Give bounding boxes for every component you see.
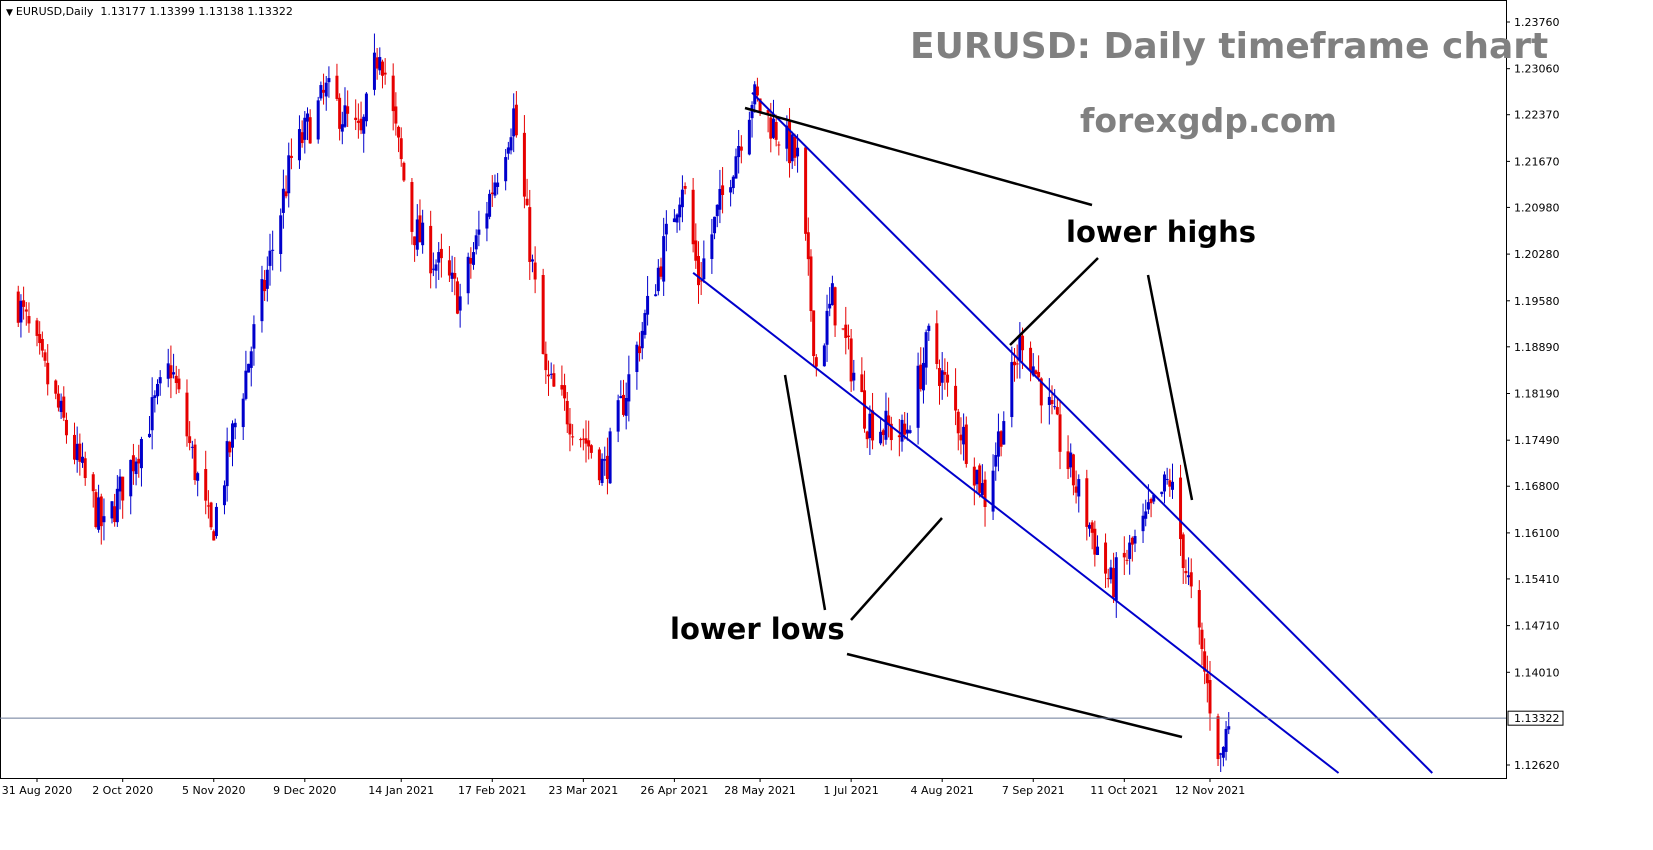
lower-highs-label: lower highs — [1066, 215, 1256, 249]
pointer-line — [1146, 274, 1194, 501]
y-tick-label: 1.20280 — [1514, 248, 1560, 261]
x-tick-label: 11 Oct 2021 — [1090, 784, 1158, 797]
x-tick-label: 7 Sep 2021 — [1002, 784, 1065, 797]
pointer-line — [1009, 257, 1099, 346]
x-tick-label: 12 Nov 2021 — [1175, 784, 1245, 797]
y-tick-label: 1.14710 — [1514, 620, 1560, 633]
y-tick-label: 1.17490 — [1514, 434, 1560, 447]
y-tick-label: 1.20980 — [1514, 201, 1560, 214]
y-tick-label: 1.15410 — [1514, 573, 1560, 586]
x-tick-label: 31 Aug 2020 — [2, 784, 72, 797]
x-tick-label: 9 Dec 2020 — [273, 784, 336, 797]
lower-lows-label: lower lows — [670, 612, 845, 646]
y-tick-label: 1.22370 — [1514, 109, 1560, 122]
y-tick-label: 1.23060 — [1514, 63, 1560, 76]
y-tick-label: 1.12620 — [1514, 759, 1560, 772]
x-tick-label: 5 Nov 2020 — [182, 784, 245, 797]
x-tick-label: 4 Aug 2021 — [910, 784, 973, 797]
y-axis: 1.23760 1.23060 1.22370 1.21670 1.20980 1.202… — [1506, 16, 1560, 772]
ohlc-values: 1.13177 1.13399 1.13138 1.13322 — [100, 5, 293, 18]
y-tick-label: 1.16100 — [1514, 527, 1560, 540]
symbol-label: EURUSD,Daily — [15, 5, 94, 18]
site-watermark: forexgdp.com — [1080, 101, 1337, 140]
annotation-pointer-lines — [744, 106, 1194, 739]
chevron-down-icon[interactable]: ▼ — [6, 8, 13, 18]
x-axis: 31 Aug 2020 2 Oct 2020 5 Nov 2020 9 Dec 202… — [2, 778, 1245, 797]
pointer-line — [850, 517, 943, 621]
candles-group — [16, 33, 1231, 773]
y-tick-label: 1.21670 — [1514, 155, 1560, 168]
chart-header: ▼ EURUSD,Daily 1.13177 1.13399 1.13138 1.… — [6, 5, 293, 18]
channel-upper-line — [751, 91, 1433, 774]
current-price-box: 1.13322 — [1507, 710, 1564, 726]
x-tick-label: 23 Mar 2021 — [548, 784, 618, 797]
x-tick-label: 14 Jan 2021 — [368, 784, 434, 797]
channel-lower-line — [692, 271, 1340, 774]
y-tick-label: 1.23760 — [1514, 16, 1560, 29]
y-tick-label: 1.14010 — [1514, 666, 1560, 679]
pointer-line — [846, 652, 1183, 739]
x-tick-label: 17 Feb 2021 — [458, 784, 526, 797]
y-tick-label: 1.18890 — [1514, 341, 1560, 354]
x-tick-label: 1 Jul 2021 — [824, 784, 879, 797]
x-tick-label: 28 May 2021 — [724, 784, 796, 797]
pointer-line — [783, 374, 827, 611]
plot-frame — [0, 0, 1507, 779]
x-tick-label: 2 Oct 2020 — [92, 784, 153, 797]
y-tick-label: 1.19580 — [1514, 295, 1560, 308]
pointer-line — [744, 106, 1093, 207]
channel-lines — [692, 91, 1433, 774]
current-price-label: 1.13322 — [1514, 712, 1560, 725]
chart-title: EURUSD: Daily timeframe chart — [910, 26, 1549, 67]
x-tick-label: 26 Apr 2021 — [640, 784, 708, 797]
y-tick-label: 1.16800 — [1514, 480, 1560, 493]
y-tick-label: 1.18190 — [1514, 388, 1560, 401]
